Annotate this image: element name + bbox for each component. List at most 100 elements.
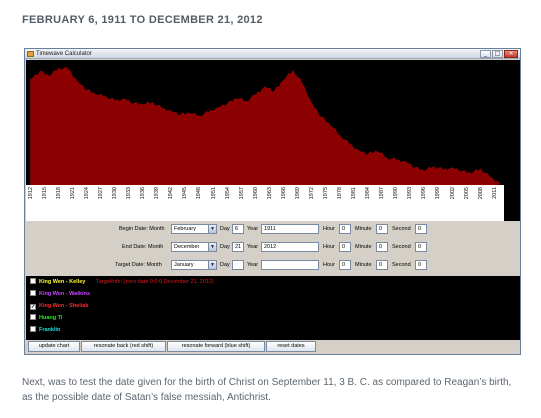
window-title: Timewave Calculator bbox=[36, 51, 92, 57]
end-second-input[interactable]: 0 bbox=[415, 242, 427, 252]
year-tick-label: 1963 bbox=[266, 187, 273, 200]
legend-label: King Wen - Sheliak bbox=[39, 303, 89, 309]
end-day-label: Day bbox=[220, 244, 230, 250]
year-tick-label: 2011 bbox=[491, 187, 498, 199]
timewave-area bbox=[30, 66, 500, 186]
year-tick-label: 2008 bbox=[477, 187, 484, 200]
year-tick-label: 1942 bbox=[168, 187, 175, 200]
target-day-input[interactable] bbox=[232, 260, 244, 270]
timewave-graph bbox=[30, 66, 500, 186]
begin-minute-label: Minute bbox=[355, 226, 372, 232]
begin-minute-input[interactable]: 0 bbox=[376, 224, 388, 234]
year-tick-label: 2005 bbox=[463, 187, 470, 200]
target-hour-label: Hour bbox=[323, 262, 335, 268]
target-minute-input[interactable]: 0 bbox=[376, 260, 388, 270]
target-year-input[interactable] bbox=[261, 260, 319, 270]
begin-hour-input[interactable]: 0 bbox=[339, 224, 351, 234]
reset-dates-button[interactable]: reset dates bbox=[266, 341, 316, 352]
year-tick-label: 1915 bbox=[41, 187, 48, 200]
year-tick-label: 1957 bbox=[238, 187, 245, 200]
date-controls: Begin Date: Month February ▼ Day 6 Year … bbox=[26, 222, 520, 276]
end-year-input[interactable]: 2012 bbox=[261, 242, 319, 252]
checkbox[interactable] bbox=[30, 326, 36, 332]
resonate-forward-button[interactable]: resonate forward (blue shift) bbox=[167, 341, 265, 352]
begin-second-label: Second bbox=[392, 226, 411, 232]
target-month-select[interactable]: January ▼ bbox=[171, 260, 217, 270]
caption-text: Next, was to test the date given for the… bbox=[22, 377, 512, 403]
title-bar[interactable]: Timewave Calculator _ □ × bbox=[25, 49, 520, 59]
legend-item-huang-ti[interactable]: Huang Ti bbox=[30, 314, 62, 323]
begin-hour-label: Hour bbox=[323, 226, 335, 232]
chevron-down-icon[interactable]: ▼ bbox=[208, 243, 216, 251]
year-tick-label: 2002 bbox=[449, 187, 456, 200]
legend-item-king-wen-watkins[interactable]: King Wen - Watkins bbox=[30, 290, 90, 299]
end-hour-input[interactable]: 0 bbox=[339, 242, 351, 252]
target-date-label: Target Date: Month bbox=[115, 262, 162, 268]
year-axis: 1912 1915 1918 1921 1924 1927 1930 1933 1936 1939… bbox=[26, 185, 520, 221]
wave-selection-panel: TargetInfo: (zero date 0:0:0 December 21… bbox=[26, 276, 520, 340]
year-tick-label: 1939 bbox=[154, 187, 161, 200]
chevron-down-icon[interactable]: ▼ bbox=[208, 225, 216, 233]
end-month-value: December bbox=[174, 244, 200, 250]
maximize-button[interactable]: □ bbox=[492, 50, 503, 58]
java-cup-icon bbox=[27, 51, 34, 57]
year-tick-label: 1993 bbox=[407, 187, 414, 200]
timewave-chart[interactable] bbox=[26, 60, 520, 186]
target-minute-label: Minute bbox=[355, 262, 372, 268]
begin-year-input[interactable]: 1911 bbox=[261, 224, 319, 234]
year-tick-label: 1960 bbox=[252, 187, 259, 200]
resonate-back-button[interactable]: resonate back (red shift) bbox=[81, 341, 166, 352]
year-tick-label: 1918 bbox=[55, 187, 62, 200]
year-tick-label: 1996 bbox=[421, 187, 428, 200]
checkbox[interactable]: ✓ bbox=[30, 304, 36, 310]
target-hour-input[interactable]: 0 bbox=[339, 260, 351, 270]
end-minute-input[interactable]: 0 bbox=[376, 242, 388, 252]
checkbox[interactable] bbox=[30, 290, 36, 296]
close-button[interactable]: × bbox=[504, 50, 518, 58]
year-tick-label: 1999 bbox=[435, 187, 442, 200]
year-tick-label: 1948 bbox=[196, 187, 203, 200]
year-tick-label: 1969 bbox=[294, 187, 301, 200]
legend-item-king-wen-sheliak[interactable]: ✓ King Wen - Sheliak bbox=[30, 302, 88, 311]
checkbox[interactable] bbox=[30, 278, 36, 284]
chevron-down-icon[interactable]: ▼ bbox=[208, 261, 216, 269]
button-bar: update chart resonate back (red shift) r… bbox=[26, 340, 520, 354]
begin-second-input[interactable]: 0 bbox=[415, 224, 427, 234]
end-year-label: Year bbox=[247, 244, 259, 250]
legend-item-king-wen-kelley[interactable]: King Wen - Kelley bbox=[30, 278, 85, 287]
year-tick-label: 1921 bbox=[69, 187, 76, 200]
minimize-button[interactable]: _ bbox=[480, 50, 491, 58]
end-hour-label: Hour bbox=[323, 244, 335, 250]
year-tick-label: 1978 bbox=[337, 187, 343, 200]
target-second-input[interactable]: 0 bbox=[415, 260, 427, 270]
year-tick-label: 1966 bbox=[280, 187, 287, 200]
target-year-label: Year bbox=[247, 262, 259, 268]
timewave-calculator-window: Timewave Calculator _ □ × 1912 1915 1918 19… bbox=[24, 48, 521, 355]
begin-day-input[interactable]: 6 bbox=[232, 224, 244, 234]
update-chart-button[interactable]: update chart bbox=[28, 341, 80, 352]
begin-month-select[interactable]: February ▼ bbox=[171, 224, 217, 234]
year-tick-label: 1984 bbox=[365, 187, 372, 200]
target-second-label: Second bbox=[392, 262, 411, 268]
checkbox[interactable] bbox=[30, 314, 36, 320]
year-tick-label: 1981 bbox=[351, 187, 357, 200]
year-tick-label: 1927 bbox=[98, 187, 104, 200]
legend-item-franklin[interactable]: Franklin bbox=[30, 326, 60, 335]
end-date-label: End Date: Month bbox=[122, 244, 164, 250]
year-tick-label: 1987 bbox=[379, 187, 386, 200]
year-tick-label: 1936 bbox=[140, 187, 147, 200]
legend-label: Huang Ti bbox=[39, 315, 63, 321]
page-heading: FEBRUARY 6, 1911 TO DECEMBER 21, 2012 bbox=[22, 14, 263, 26]
end-second-label: Second bbox=[392, 244, 411, 250]
end-minute-label: Minute bbox=[355, 244, 372, 250]
end-month-select[interactable]: December ▼ bbox=[171, 242, 217, 252]
year-tick-label: 1912 bbox=[27, 187, 34, 200]
legend-label: King Wen - Watkins bbox=[39, 291, 91, 297]
year-tick-label: 1954 bbox=[224, 187, 231, 200]
axis-end-block bbox=[504, 185, 520, 221]
year-tick-label: 1930 bbox=[112, 187, 118, 200]
year-tick-label: 1951 bbox=[210, 187, 217, 200]
target-month-value: January bbox=[174, 262, 194, 268]
end-day-input[interactable]: 21 bbox=[232, 242, 244, 252]
year-tick-label: 1924 bbox=[83, 187, 90, 200]
